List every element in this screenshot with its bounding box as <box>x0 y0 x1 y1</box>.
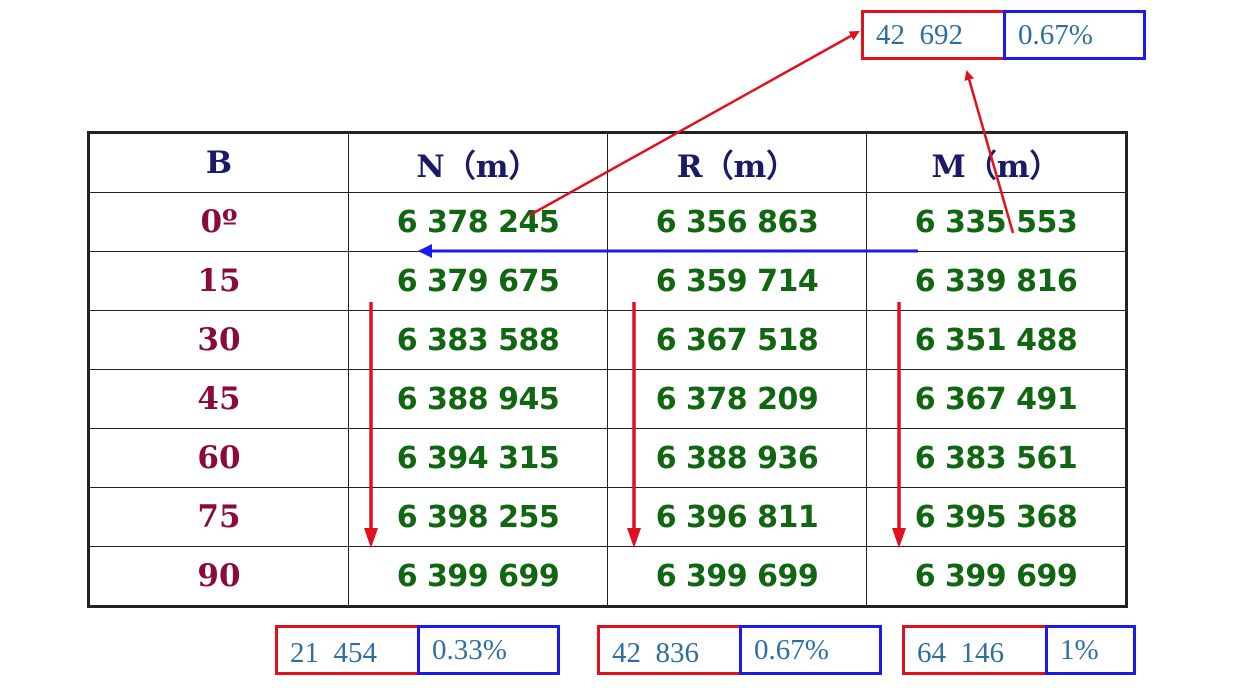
n-percent-box: 0.33% <box>417 625 560 675</box>
table-row: 0º 6 378 245 6 356 863 6 335 553 <box>88 192 1127 252</box>
header-n: N（m） <box>348 132 608 193</box>
table-row: 90 6 399 699 6 399 699 6 399 699 <box>88 546 1127 607</box>
table-row: 15 6 379 675 6 359 714 6 339 816 <box>88 251 1127 311</box>
m-value-cell: 6 395 368 <box>866 487 1127 547</box>
r-value-cell: 6 378 209 <box>607 369 867 429</box>
m-value-cell: 6 399 699 <box>866 546 1127 607</box>
r-percent-box: 0.67% <box>739 625 882 675</box>
top-percent-box: 0.67% <box>1003 10 1146 60</box>
table-row: 60 6 394 315 6 388 936 6 383 561 <box>88 428 1127 488</box>
latitude-cell: 60 <box>88 428 349 488</box>
m-value-cell: 6 335 553 <box>866 192 1127 252</box>
n-value-cell: 6 379 675 <box>348 251 608 311</box>
n-value-cell: 6 398 255 <box>348 487 608 547</box>
top-difference-box: 42 692 <box>861 10 1006 60</box>
table-row: 30 6 383 588 6 367 518 6 351 488 <box>88 310 1127 370</box>
radius-table: B N（m） R（m） M（m） 0º 6 378 245 6 356 863 … <box>87 131 1128 608</box>
latitude-cell: 30 <box>88 310 349 370</box>
n-value-cell: 6 388 945 <box>348 369 608 429</box>
table-row: 45 6 388 945 6 378 209 6 367 491 <box>88 369 1127 429</box>
header-b: B <box>88 132 349 193</box>
n-value-cell: 6 378 245 <box>348 192 608 252</box>
r-value-cell: 6 396 811 <box>607 487 867 547</box>
n-value-cell: 6 394 315 <box>348 428 608 488</box>
r-value-cell: 6 356 863 <box>607 192 867 252</box>
n-value-cell: 6 383 588 <box>348 310 608 370</box>
r-value-cell: 6 359 714 <box>607 251 867 311</box>
m-value-cell: 6 383 561 <box>866 428 1127 488</box>
latitude-cell: 90 <box>88 546 349 607</box>
latitude-cell: 0º <box>88 192 349 252</box>
n-difference-box: 21 454 <box>275 625 420 675</box>
m-percent-box: 1% <box>1045 625 1136 675</box>
r-difference-box: 42 836 <box>597 625 742 675</box>
n-value-cell: 6 399 699 <box>348 546 608 607</box>
m-difference-box: 64 146 <box>902 625 1048 675</box>
table-row: 75 6 398 255 6 396 811 6 395 368 <box>88 487 1127 547</box>
r-value-cell: 6 367 518 <box>607 310 867 370</box>
table-header-row: B N（m） R（m） M（m） <box>88 132 1127 193</box>
header-r: R（m） <box>607 132 867 193</box>
m-value-cell: 6 367 491 <box>866 369 1127 429</box>
header-m: M（m） <box>866 132 1127 193</box>
latitude-cell: 15 <box>88 251 349 311</box>
m-value-cell: 6 351 488 <box>866 310 1127 370</box>
latitude-cell: 45 <box>88 369 349 429</box>
m-value-cell: 6 339 816 <box>866 251 1127 311</box>
r-value-cell: 6 399 699 <box>607 546 867 607</box>
latitude-cell: 75 <box>88 487 349 547</box>
r-value-cell: 6 388 936 <box>607 428 867 488</box>
